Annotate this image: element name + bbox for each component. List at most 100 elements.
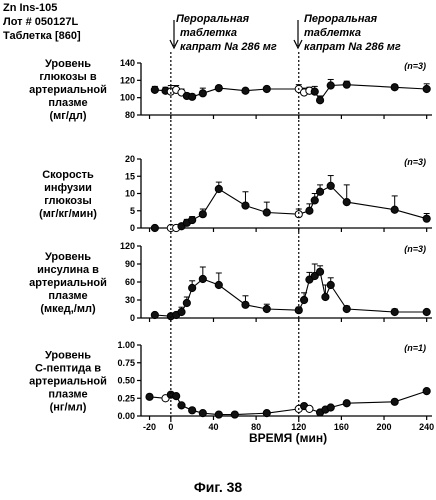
data-point: [198, 89, 207, 98]
data-point: [262, 304, 271, 314]
n-label: (n=3): [404, 157, 426, 167]
data-point: [241, 201, 250, 210]
y-tick-label: 0.25: [117, 393, 135, 403]
x-tick-label: 200: [377, 422, 392, 432]
data-point: [299, 295, 309, 305]
data-point: [390, 83, 399, 92]
y-tick-label: 140: [120, 58, 135, 68]
panel-label-line: артериальной: [29, 277, 107, 289]
n-label: (n=3): [404, 61, 426, 71]
y-tick-label: 0.50: [117, 376, 135, 386]
dose-annotation-line: капрат Na 286 мг: [180, 41, 277, 53]
dose-annotation-line: Пероральная: [304, 13, 378, 25]
data-point: [326, 403, 335, 412]
data-point: [188, 215, 197, 225]
data-point: [262, 409, 271, 418]
y-tick-label: 80: [125, 110, 135, 120]
y-tick-label: 0.75: [117, 358, 135, 368]
panel-label-line: плазме: [48, 97, 87, 109]
y-tick-label: 120: [120, 75, 135, 85]
dose-annotation-line: капрат Na 286 мг: [304, 41, 401, 53]
data-point: [390, 397, 399, 406]
data-point: [188, 406, 197, 415]
x-axis: -20 0 40 80 120 160 200 240: [143, 422, 434, 432]
data-point: [198, 409, 207, 418]
dose-annotation-line: таблетка: [304, 27, 361, 39]
y-tick-label: 5: [130, 206, 135, 216]
dose-annotation-line: Пероральная: [176, 13, 250, 25]
data-point: [305, 404, 314, 413]
n-label: (n=1): [404, 343, 426, 353]
data-point: [310, 196, 319, 205]
panel-label-line: Уровень: [45, 251, 91, 263]
panel-label-line: (мг/дл): [49, 110, 86, 122]
x-tick-label: -20: [143, 422, 156, 432]
panel-label-line: инсулина в: [37, 264, 99, 276]
y-tick-label: 0: [130, 313, 135, 323]
series-line: [154, 270, 427, 317]
x-tick-label: 80: [251, 422, 261, 432]
data-point: [150, 310, 159, 320]
panel-label-line: глюкозы: [44, 195, 92, 207]
panel-label-line: Уровень: [45, 58, 91, 70]
data-point: [422, 307, 431, 317]
y-tick-label: 15: [125, 171, 135, 181]
x-tick-label: 120: [291, 422, 306, 432]
data-point: [214, 184, 223, 194]
data-point: [342, 399, 351, 408]
dose-annotation-line: таблетка: [180, 27, 237, 39]
data-point: [422, 387, 431, 396]
header-line: Zn Ins-105: [3, 2, 57, 14]
y-tick-label: 0.00: [117, 411, 135, 421]
data-point: [310, 271, 319, 281]
dose-annotation-2: Пероральная таблетка капрат Na 286 мг: [293, 13, 401, 53]
data-point: [150, 223, 159, 233]
panel-label-line: С-пептида в: [35, 363, 101, 375]
data-point: [262, 84, 271, 94]
data-point: [150, 85, 159, 94]
data-point: [241, 86, 250, 95]
panel-label-line: (нг/мл): [50, 402, 87, 414]
data-point: [326, 181, 335, 191]
data-point: [305, 206, 314, 215]
panel-label-line: артериальной: [29, 376, 107, 388]
data-point: [310, 87, 319, 96]
data-point: [315, 267, 325, 276]
data-point: [214, 280, 223, 290]
x-tick-label: 0: [168, 422, 173, 432]
y-tick-label: 20: [125, 154, 135, 164]
data-point: [315, 187, 325, 196]
x-tick-label: 40: [208, 422, 218, 432]
data-point: [214, 84, 223, 93]
data-point: [198, 274, 207, 284]
data-point: [177, 401, 186, 410]
data-point: [315, 96, 325, 105]
dose-marker-lines: [170, 52, 300, 424]
y-tick-label: 10: [125, 189, 135, 199]
panel-label-line: плазме: [48, 290, 87, 302]
panel-label-line: инфузии: [44, 182, 92, 194]
data-point: [172, 392, 181, 401]
data-point: [188, 92, 197, 101]
figure-header: Zn Ins-105 Лот # 050127L Таблетка [860]: [3, 2, 81, 42]
y-tick-label: 90: [125, 259, 135, 269]
data-point: [390, 307, 399, 317]
data-point: [198, 210, 207, 219]
header-line: Лот # 050127L: [3, 16, 78, 28]
data-point: [230, 410, 239, 419]
data-point: [182, 298, 191, 308]
data-point: [177, 307, 186, 317]
data-point: [390, 205, 399, 214]
data-point: [241, 300, 250, 309]
figure-caption: Фиг. 38: [194, 479, 243, 495]
data-point: [422, 214, 431, 223]
data-point: [342, 80, 351, 89]
y-tick-label: 60: [125, 277, 135, 287]
y-tick-label: 30: [125, 295, 135, 305]
data-point: [342, 304, 351, 314]
y-tick-label: 100: [120, 93, 135, 103]
dose-annotation-1: Пероральная таблетка капрат Na 286 мг: [169, 13, 277, 53]
